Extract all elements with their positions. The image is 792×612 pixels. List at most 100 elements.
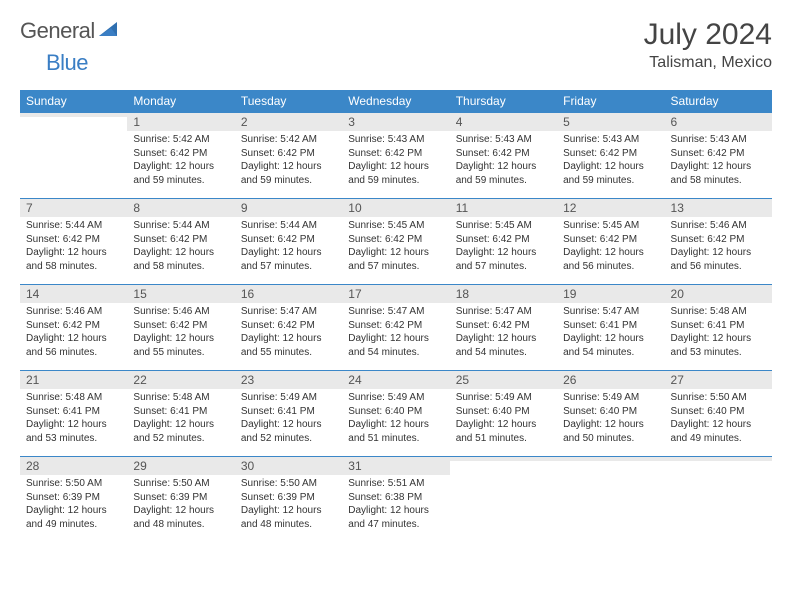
daylight-text: Daylight: 12 hours and 57 minutes.	[241, 246, 336, 273]
day-content: Sunrise: 5:45 AMSunset: 6:42 PMDaylight:…	[342, 217, 449, 277]
sunset-text: Sunset: 6:42 PM	[348, 233, 443, 247]
calendar-day-cell: 30Sunrise: 5:50 AMSunset: 6:39 PMDayligh…	[235, 457, 342, 543]
day-number: 4	[450, 113, 557, 131]
calendar-week-row: 21Sunrise: 5:48 AMSunset: 6:41 PMDayligh…	[20, 371, 772, 457]
calendar-day-cell: 26Sunrise: 5:49 AMSunset: 6:40 PMDayligh…	[557, 371, 664, 457]
day-number: 11	[450, 199, 557, 217]
calendar-day-cell: 16Sunrise: 5:47 AMSunset: 6:42 PMDayligh…	[235, 285, 342, 371]
sunrise-text: Sunrise: 5:44 AM	[241, 219, 336, 233]
calendar-day-cell: 8Sunrise: 5:44 AMSunset: 6:42 PMDaylight…	[127, 199, 234, 285]
day-number: 28	[20, 457, 127, 475]
sunrise-text: Sunrise: 5:50 AM	[671, 391, 766, 405]
sunset-text: Sunset: 6:42 PM	[563, 233, 658, 247]
sunrise-text: Sunrise: 5:50 AM	[26, 477, 121, 491]
sunrise-text: Sunrise: 5:50 AM	[133, 477, 228, 491]
sunrise-text: Sunrise: 5:47 AM	[348, 305, 443, 319]
sunset-text: Sunset: 6:41 PM	[133, 405, 228, 419]
sunset-text: Sunset: 6:39 PM	[26, 491, 121, 505]
sunrise-text: Sunrise: 5:46 AM	[671, 219, 766, 233]
daylight-text: Daylight: 12 hours and 54 minutes.	[563, 332, 658, 359]
day-content: Sunrise: 5:49 AMSunset: 6:40 PMDaylight:…	[557, 389, 664, 449]
daylight-text: Daylight: 12 hours and 55 minutes.	[133, 332, 228, 359]
day-content: Sunrise: 5:43 AMSunset: 6:42 PMDaylight:…	[665, 131, 772, 191]
day-content: Sunrise: 5:42 AMSunset: 6:42 PMDaylight:…	[127, 131, 234, 191]
daylight-text: Daylight: 12 hours and 51 minutes.	[348, 418, 443, 445]
day-number: 22	[127, 371, 234, 389]
calendar-day-cell	[450, 457, 557, 543]
brand-word2: Blue	[46, 50, 88, 75]
day-content	[450, 461, 557, 467]
day-content: Sunrise: 5:45 AMSunset: 6:42 PMDaylight:…	[450, 217, 557, 277]
sunset-text: Sunset: 6:42 PM	[241, 147, 336, 161]
daylight-text: Daylight: 12 hours and 50 minutes.	[563, 418, 658, 445]
day-content: Sunrise: 5:50 AMSunset: 6:40 PMDaylight:…	[665, 389, 772, 449]
sunset-text: Sunset: 6:42 PM	[671, 233, 766, 247]
daylight-text: Daylight: 12 hours and 56 minutes.	[563, 246, 658, 273]
daylight-text: Daylight: 12 hours and 54 minutes.	[456, 332, 551, 359]
day-number: 15	[127, 285, 234, 303]
daylight-text: Daylight: 12 hours and 56 minutes.	[26, 332, 121, 359]
sunset-text: Sunset: 6:42 PM	[456, 147, 551, 161]
sunset-text: Sunset: 6:42 PM	[671, 147, 766, 161]
weekday-header-row: Sunday Monday Tuesday Wednesday Thursday…	[20, 90, 772, 113]
sunset-text: Sunset: 6:40 PM	[456, 405, 551, 419]
day-content: Sunrise: 5:47 AMSunset: 6:41 PMDaylight:…	[557, 303, 664, 363]
day-number: 19	[557, 285, 664, 303]
calendar-day-cell: 21Sunrise: 5:48 AMSunset: 6:41 PMDayligh…	[20, 371, 127, 457]
sunset-text: Sunset: 6:42 PM	[133, 319, 228, 333]
brand-logo: General	[20, 18, 121, 44]
weekday-tuesday: Tuesday	[235, 90, 342, 113]
day-content: Sunrise: 5:42 AMSunset: 6:42 PMDaylight:…	[235, 131, 342, 191]
day-content: Sunrise: 5:47 AMSunset: 6:42 PMDaylight:…	[235, 303, 342, 363]
daylight-text: Daylight: 12 hours and 59 minutes.	[241, 160, 336, 187]
day-number: 3	[342, 113, 449, 131]
day-number: 24	[342, 371, 449, 389]
sunrise-text: Sunrise: 5:47 AM	[456, 305, 551, 319]
day-content: Sunrise: 5:43 AMSunset: 6:42 PMDaylight:…	[557, 131, 664, 191]
sunrise-text: Sunrise: 5:45 AM	[563, 219, 658, 233]
day-number: 23	[235, 371, 342, 389]
sunrise-text: Sunrise: 5:49 AM	[348, 391, 443, 405]
daylight-text: Daylight: 12 hours and 51 minutes.	[456, 418, 551, 445]
sunset-text: Sunset: 6:42 PM	[241, 319, 336, 333]
daylight-text: Daylight: 12 hours and 52 minutes.	[133, 418, 228, 445]
calendar-day-cell	[557, 457, 664, 543]
day-content: Sunrise: 5:50 AMSunset: 6:39 PMDaylight:…	[127, 475, 234, 535]
weekday-friday: Friday	[557, 90, 664, 113]
calendar-day-cell	[20, 113, 127, 199]
day-content: Sunrise: 5:48 AMSunset: 6:41 PMDaylight:…	[20, 389, 127, 449]
day-content	[20, 117, 127, 123]
day-number: 8	[127, 199, 234, 217]
calendar-day-cell: 24Sunrise: 5:49 AMSunset: 6:40 PMDayligh…	[342, 371, 449, 457]
sunset-text: Sunset: 6:41 PM	[26, 405, 121, 419]
calendar-day-cell: 27Sunrise: 5:50 AMSunset: 6:40 PMDayligh…	[665, 371, 772, 457]
sunset-text: Sunset: 6:42 PM	[348, 319, 443, 333]
day-number: 25	[450, 371, 557, 389]
sunset-text: Sunset: 6:40 PM	[671, 405, 766, 419]
day-number: 1	[127, 113, 234, 131]
day-content: Sunrise: 5:49 AMSunset: 6:40 PMDaylight:…	[342, 389, 449, 449]
sunrise-text: Sunrise: 5:48 AM	[671, 305, 766, 319]
day-content: Sunrise: 5:43 AMSunset: 6:42 PMDaylight:…	[342, 131, 449, 191]
daylight-text: Daylight: 12 hours and 58 minutes.	[671, 160, 766, 187]
day-content: Sunrise: 5:48 AMSunset: 6:41 PMDaylight:…	[127, 389, 234, 449]
calendar-day-cell: 22Sunrise: 5:48 AMSunset: 6:41 PMDayligh…	[127, 371, 234, 457]
calendar-day-cell: 13Sunrise: 5:46 AMSunset: 6:42 PMDayligh…	[665, 199, 772, 285]
calendar-day-cell: 19Sunrise: 5:47 AMSunset: 6:41 PMDayligh…	[557, 285, 664, 371]
daylight-text: Daylight: 12 hours and 56 minutes.	[671, 246, 766, 273]
sunset-text: Sunset: 6:42 PM	[456, 319, 551, 333]
day-number: 5	[557, 113, 664, 131]
sunrise-text: Sunrise: 5:43 AM	[348, 133, 443, 147]
day-content: Sunrise: 5:44 AMSunset: 6:42 PMDaylight:…	[20, 217, 127, 277]
sunrise-text: Sunrise: 5:42 AM	[133, 133, 228, 147]
weekday-wednesday: Wednesday	[342, 90, 449, 113]
calendar-body: 1Sunrise: 5:42 AMSunset: 6:42 PMDaylight…	[20, 113, 772, 543]
weekday-thursday: Thursday	[450, 90, 557, 113]
brand-word1: General	[20, 18, 95, 44]
weekday-monday: Monday	[127, 90, 234, 113]
calendar-week-row: 28Sunrise: 5:50 AMSunset: 6:39 PMDayligh…	[20, 457, 772, 543]
day-content: Sunrise: 5:51 AMSunset: 6:38 PMDaylight:…	[342, 475, 449, 535]
daylight-text: Daylight: 12 hours and 48 minutes.	[133, 504, 228, 531]
daylight-text: Daylight: 12 hours and 59 minutes.	[456, 160, 551, 187]
sunset-text: Sunset: 6:42 PM	[26, 319, 121, 333]
